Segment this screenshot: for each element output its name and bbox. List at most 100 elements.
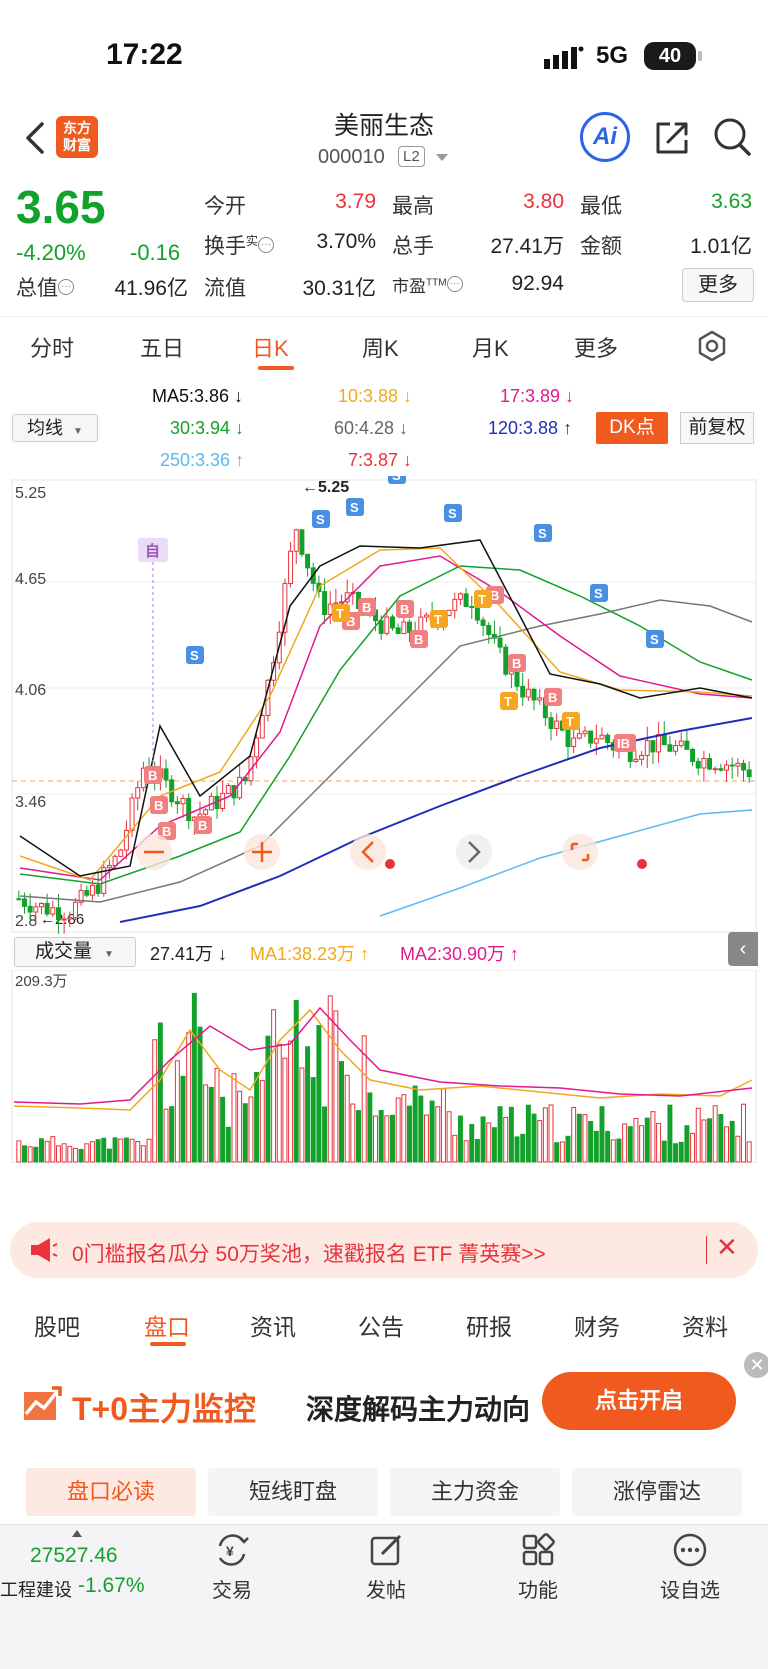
volume-bar: [220, 1096, 226, 1163]
candle-body: [203, 809, 209, 815]
index-percent[interactable]: -1.67%: [78, 1574, 145, 1597]
vol-ma1-line: [13, 1008, 753, 1111]
nav-add-watchlist[interactable]: 设自选: [640, 1530, 740, 1603]
volume-bar: [520, 1133, 526, 1163]
volume-bar: [242, 1103, 248, 1163]
volume-bar: [378, 1110, 384, 1163]
pill-limit-up-radar[interactable]: 涨停雷达: [572, 1468, 742, 1516]
candle-body: [378, 620, 384, 634]
index-name[interactable]: 工程建设: [0, 1580, 72, 1600]
ma60-line: [19, 599, 753, 903]
candle-body: [463, 593, 469, 608]
volume-bar: [299, 1067, 305, 1163]
svg-text:T: T: [566, 714, 574, 729]
volume-bar: [203, 1084, 209, 1163]
tab-finance[interactable]: 财务: [574, 1314, 620, 1340]
tab-more[interactable]: 更多: [574, 336, 619, 361]
collapse-panel-button[interactable]: ‹: [728, 932, 758, 966]
candle-body: [457, 593, 463, 600]
svg-text:S: S: [392, 476, 401, 483]
volume-bar: [16, 1140, 22, 1163]
tab-five-day[interactable]: 五日: [140, 336, 185, 361]
tab-research[interactable]: 研报: [466, 1314, 512, 1340]
volume-bar: [356, 1110, 362, 1163]
volume-bar: [741, 1103, 746, 1163]
svg-text:B: B: [548, 690, 557, 705]
candle-body: [95, 884, 101, 894]
promo-banner[interactable]: [10, 1222, 758, 1278]
volume-max-label: 209.3万: [15, 973, 68, 990]
candle-body: [735, 762, 741, 767]
tab-profile[interactable]: 资料: [682, 1314, 728, 1340]
pill-short-term-watch[interactable]: 短线盯盘: [208, 1468, 378, 1516]
info-icon[interactable]: ···: [446, 276, 463, 292]
pe-label-text: 市盈: [392, 277, 426, 296]
volume-bar: [650, 1111, 656, 1163]
ma-select[interactable]: 均线 ▼: [12, 414, 98, 442]
volume-bar: [55, 1145, 61, 1163]
candle-body: [582, 730, 588, 735]
volume-bar: [497, 1106, 503, 1163]
tab-weekly-k[interactable]: 周K: [362, 336, 399, 361]
mktcap-label-text: 总值: [16, 277, 58, 300]
price-adjust-button[interactable]: 前复权: [680, 412, 754, 444]
nav-functions[interactable]: 功能: [488, 1530, 588, 1603]
kline-chart[interactable]: 5.25 4.65 4.06 3.46 2.8 ←5.25 ←2.86 S S …: [0, 476, 768, 936]
level2-badge[interactable]: L2: [398, 146, 425, 167]
volume-bar: [106, 1148, 112, 1163]
current-price: 3.65: [16, 181, 106, 233]
more-quote-button[interactable]: 更多: [682, 268, 754, 302]
tab-announcements[interactable]: 公告: [358, 1314, 404, 1340]
enable-button[interactable]: 点击开启: [542, 1372, 736, 1430]
info-icon[interactable]: ···: [258, 237, 275, 253]
volume-bar: [163, 1108, 169, 1163]
volume-bar: [729, 1120, 735, 1163]
volume-bar: [701, 1119, 707, 1163]
candle-body: [55, 907, 61, 921]
gear-icon[interactable]: [696, 330, 728, 362]
share-icon[interactable]: [652, 118, 692, 158]
info-icon[interactable]: ···: [58, 279, 74, 295]
tab-daily-k[interactable]: 日K: [252, 336, 289, 361]
volume-bar: [384, 1115, 390, 1163]
close-icon[interactable]: ✕: [716, 1232, 738, 1262]
chart-period-tabs: 分时 五日 日K 周K 月K 更多: [0, 316, 768, 376]
stock-code[interactable]: 000010: [318, 146, 385, 168]
volume-bar: [406, 1105, 412, 1163]
index-value[interactable]: 27527.46: [30, 1544, 118, 1567]
tab-monthly-k[interactable]: 月K: [472, 336, 509, 361]
tab-news[interactable]: 资讯: [250, 1314, 296, 1340]
tab-orderbook[interactable]: 盘口: [144, 1314, 190, 1340]
candle-body: [50, 907, 56, 915]
candle-body: [123, 829, 129, 851]
volume-bar: [95, 1139, 101, 1163]
nav-post[interactable]: 发帖: [336, 1530, 436, 1603]
volume-bar: [463, 1140, 469, 1163]
volume-bar: [208, 1086, 214, 1163]
pill-main-capital[interactable]: 主力资金: [390, 1468, 560, 1516]
candle-body: [78, 889, 84, 903]
volume-chart[interactable]: 209.3万 20250616 20250801 20250922 202511…: [0, 970, 768, 1170]
dk-point-button[interactable]: DK点: [596, 412, 668, 444]
back-icon[interactable]: [20, 118, 50, 158]
pill-orderbook-guide[interactable]: 盘口必读: [26, 1468, 196, 1516]
indicator-select[interactable]: 成交量 ▼: [14, 937, 136, 967]
tab-intraday[interactable]: 分时: [30, 336, 75, 361]
nav-trade[interactable]: ¥ 交易: [182, 1530, 282, 1603]
svg-text:¥: ¥: [226, 1543, 234, 1559]
search-icon[interactable]: [712, 116, 752, 158]
ai-assistant-button[interactable]: Ai: [580, 112, 630, 162]
candle-body: [531, 688, 537, 701]
caret-up-icon[interactable]: [72, 1530, 82, 1537]
candle-body: [746, 769, 752, 778]
tab-active-indicator: [258, 366, 294, 370]
chart-overlay-controls: [136, 834, 647, 870]
close-icon[interactable]: ✕: [744, 1352, 768, 1378]
promo-text[interactable]: 0门槛报名瓜分 50万奖池，速戳报名 ETF 菁英赛>>: [72, 1243, 546, 1266]
chevron-down-icon[interactable]: [436, 154, 448, 161]
volume-bar: [503, 1116, 509, 1163]
y-tick-3: 4.06: [15, 682, 46, 699]
ma60-label: 60:4.28 ↓: [334, 418, 409, 438]
volume-bar: [67, 1145, 73, 1163]
tab-forum[interactable]: 股吧: [34, 1314, 80, 1340]
